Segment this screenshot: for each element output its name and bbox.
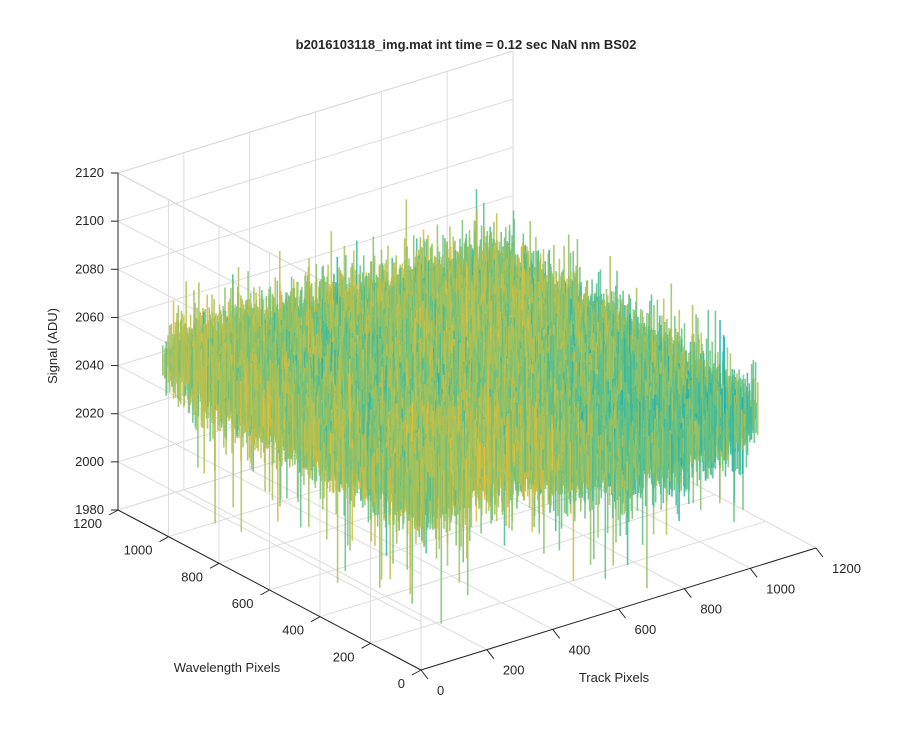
surface-plot [163, 189, 758, 624]
chart-title: b2016103118_img.mat int time = 0.12 sec … [296, 37, 637, 52]
